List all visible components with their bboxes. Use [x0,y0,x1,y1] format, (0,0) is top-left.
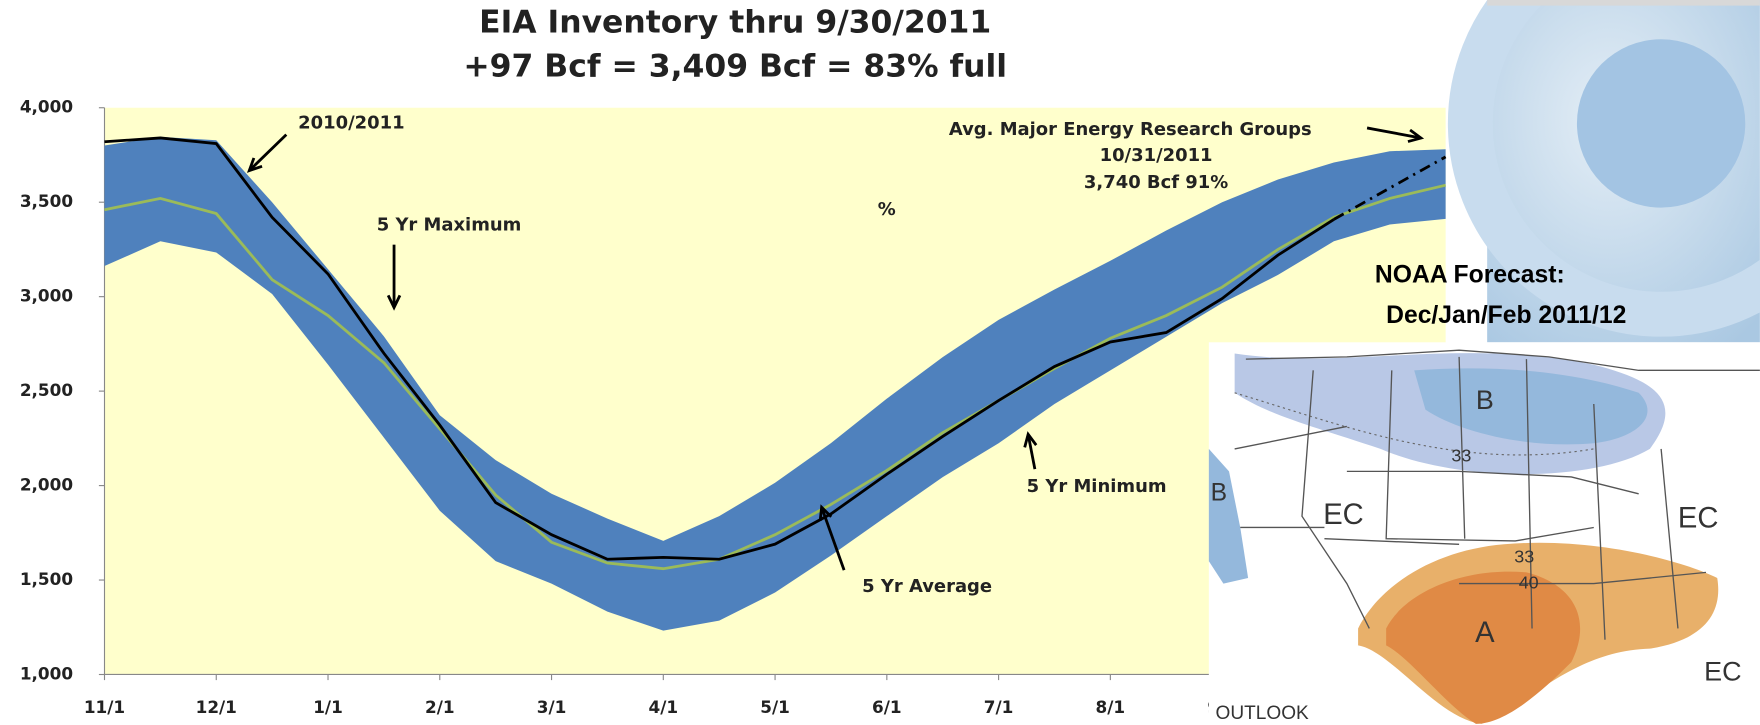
annotation: Avg. Major Energy Research Groups [949,119,1312,140]
map-label: B [1476,385,1494,415]
chart-subtitle: +97 Bcf = 3,409 Bcf = 83% full [463,48,1007,84]
x-tick-label: 5/1 [760,697,790,717]
map-label: A [1475,617,1495,649]
annotation-arrow [1366,126,1422,140]
y-tick-label: 1,000 [20,663,73,683]
annotation: % [878,199,896,220]
y-tick-label: 3,500 [20,191,73,211]
x-tick-label: 3/1 [537,697,567,717]
map-label: 33 [1451,446,1471,466]
x-tick-label: 1/1 [313,697,343,717]
x-tick-label: 7/1 [984,697,1014,717]
logo-edge [1487,0,1760,6]
chart-title: EIA Inventory thru 9/30/2011 [479,5,991,41]
arrow-head [386,294,402,311]
annotation: 2010/2011 [298,112,404,133]
annotation: 5 Yr Minimum [1027,476,1167,497]
series-line [104,136,1335,561]
x-tick-label: 12/1 [196,697,237,717]
map-label: 40 [1519,572,1539,592]
annotation-arrow [248,133,288,172]
arrow-head [1023,431,1038,448]
map-label: OUTLOOK [1216,703,1309,724]
y-tick-label: 4,000 [20,97,73,117]
annotation-arrow [820,506,846,571]
arrow-head [1407,128,1425,143]
arrow-head [818,504,833,521]
annotation: 10/31/2011 [1100,145,1213,166]
y-tick-label: 3,000 [20,286,73,306]
arrow-head [246,157,263,173]
inset-subtitle: Dec/Jan/Feb 2011/12 [1386,302,1626,329]
logo-ring [1447,0,1760,337]
map-label: EC [1678,502,1719,534]
contour-33 [1234,392,1594,456]
map-label: B [1211,479,1227,506]
annotation: 3,740 Bcf 91% [1084,172,1228,193]
logo-circle [1576,39,1746,208]
annotation: 5 Yr Maximum [377,215,522,236]
map-label: EC [1323,499,1364,531]
range-band [104,136,1446,631]
x-tick-label: 2/1 [425,697,455,717]
below-normal-core [1414,368,1648,445]
x-tick-label: 6/1 [872,697,902,717]
x-tick-label: 4/1 [649,697,679,717]
y-tick-label: 2,000 [20,475,73,495]
noaa-inset: NOAA Forecast: Dec/Jan/Feb 2011/12 B 33 … [1208,0,1760,725]
annotation-arrow [1026,434,1037,470]
series-line [104,183,1446,571]
map-label: EC [1704,656,1741,686]
x-tick-label: 8/1 [1096,697,1126,717]
y-tick-label: 2,500 [20,380,73,400]
west-coast-zone [1208,448,1249,584]
state-borders [1234,349,1760,640]
x-tick-label: 11/1 [84,697,125,717]
y-tick-label: 1,500 [20,569,73,589]
series-line [1333,155,1447,221]
annotation: 5 Yr Average [862,576,992,597]
map-label: 33 [1514,547,1534,567]
inset-title: NOAA Forecast: [1375,262,1565,289]
